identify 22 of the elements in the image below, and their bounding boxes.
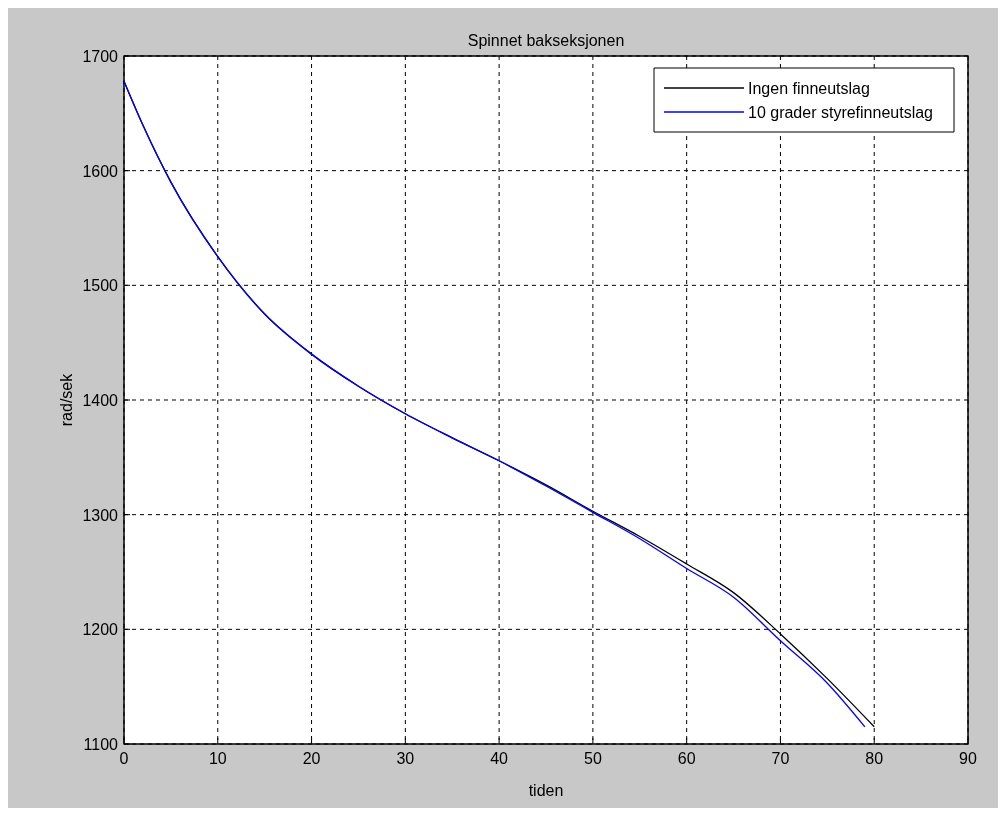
x-tick-label: 60 [677,750,696,767]
legend-label: Ingen finneutslag [748,80,870,97]
x-tick-label: 70 [771,750,790,767]
y-tick-label: 1300 [82,506,119,524]
y-tick-label: 1600 [82,162,119,180]
x-tick-label: 90 [959,750,977,767]
x-tick-label: 80 [865,750,884,767]
x-tick-label: 20 [302,750,321,767]
x-tick-label: 30 [396,750,415,767]
y-tick-label: 1100 [83,736,119,753]
y-axis-title: rad/sek [58,372,75,427]
x-tick-label: 50 [583,750,602,767]
chart-title: Spinnet bakseksjonen [467,32,625,49]
x-axis-title: tiden [528,782,564,799]
y-tick-label: 1200 [82,621,119,639]
x-tick-label: 0 [119,750,129,767]
legend-label: 10 grader styrefinneutslag [748,104,933,121]
y-tick-label: 1400 [82,392,119,409]
y-tick-label: 1500 [82,277,119,295]
x-tick-label: 10 [208,750,227,767]
y-tick-label: 1700 [82,48,119,65]
x-tick-label: 40 [490,750,509,767]
